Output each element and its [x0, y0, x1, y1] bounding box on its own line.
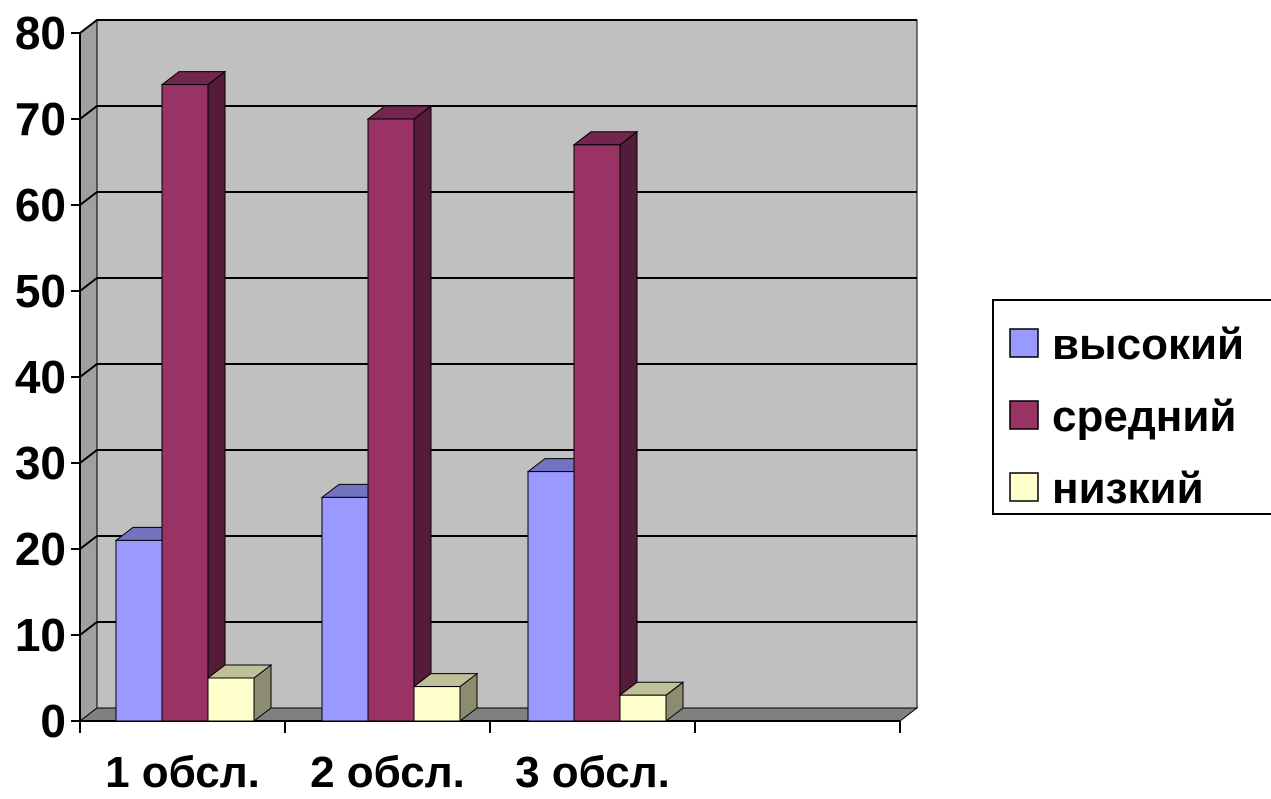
bar-front — [619, 694, 667, 722]
bar-side — [413, 104, 432, 723]
y-tick-label: 30 — [15, 437, 66, 489]
bar-front — [367, 118, 415, 722]
y-tick-labels: 0 10 20 30 40 50 60 70 80 — [15, 7, 66, 747]
y-tick-label: 80 — [15, 7, 66, 59]
y-tick-label: 70 — [15, 93, 66, 145]
y-tick-label: 10 — [15, 609, 66, 661]
y-tick-label: 40 — [15, 351, 66, 403]
gridlines — [79, 19, 917, 636]
gridline — [79, 621, 917, 636]
legend: высокий средний низкий — [992, 299, 1271, 515]
x-tick-label: 3 обсл. — [515, 748, 670, 797]
bar-2-2 — [618, 681, 685, 723]
legend-swatch — [1009, 472, 1039, 502]
y-tick-label: 50 — [15, 265, 66, 317]
x-tick-label: 1 обсл. — [105, 748, 260, 797]
bar-front — [321, 496, 369, 722]
gridline — [79, 277, 917, 292]
gridline — [79, 363, 917, 378]
y-tick-label: 60 — [15, 179, 66, 231]
y-tick-label: 20 — [15, 523, 66, 575]
bar-1-0 — [160, 70, 227, 723]
gridline — [79, 105, 917, 120]
bar-2-0 — [206, 663, 273, 723]
bar-1-2 — [572, 130, 639, 723]
gridline — [79, 19, 917, 34]
x-tick-label: 2 обсл. — [310, 748, 465, 797]
bar-front — [413, 686, 461, 722]
gridline — [79, 449, 917, 464]
bar-front — [207, 677, 255, 722]
bars — [114, 70, 685, 723]
bar-side — [207, 70, 226, 723]
legend-label: низкий — [1052, 464, 1204, 513]
bar-front — [527, 471, 575, 722]
x-tick-labels: 1 обсл. 2 обсл. 3 обсл. — [105, 748, 670, 797]
bar-side — [619, 130, 638, 723]
legend-swatch — [1009, 400, 1039, 430]
legend-box — [992, 299, 1271, 515]
gridline — [79, 191, 917, 206]
gridline — [79, 535, 917, 550]
legend-label: средний — [1052, 392, 1236, 441]
y-tick-label: 0 — [40, 695, 66, 747]
bar-2-1 — [412, 672, 479, 723]
bar-1-1 — [366, 104, 433, 723]
bar-front — [573, 144, 621, 722]
bar-front — [115, 539, 163, 722]
axes — [71, 32, 901, 733]
bar-front — [161, 84, 209, 722]
legend-label: высокий — [1052, 320, 1244, 369]
legend-swatch — [1009, 328, 1039, 358]
